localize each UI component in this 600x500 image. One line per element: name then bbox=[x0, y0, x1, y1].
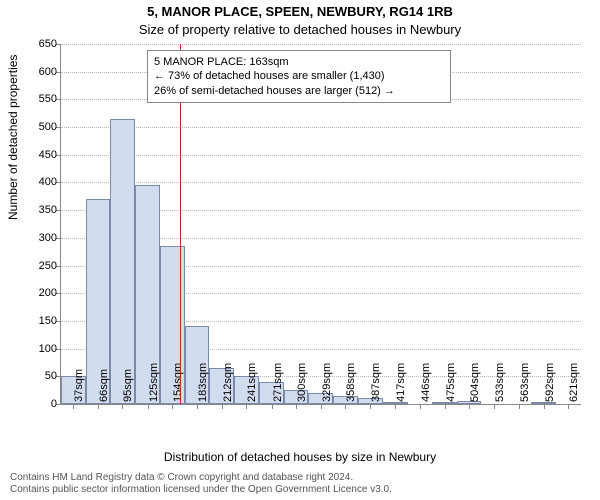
y-tick-label: 650 bbox=[27, 38, 57, 50]
footer-line2: Contains public sector information licen… bbox=[10, 484, 392, 496]
x-tick-label: 37sqm bbox=[73, 369, 85, 402]
x-tick-mark bbox=[568, 404, 569, 409]
gridline bbox=[61, 182, 581, 183]
x-tick-label: 329sqm bbox=[321, 363, 333, 402]
y-tick-label: 250 bbox=[27, 260, 57, 272]
x-tick-mark bbox=[98, 404, 99, 409]
y-tick-label: 200 bbox=[27, 287, 57, 299]
x-tick-label: 154sqm bbox=[172, 363, 184, 402]
callout-box: 5 MANOR PLACE: 163sqm ← 73% of detached … bbox=[147, 50, 451, 103]
callout-line-smaller: ← 73% of detached houses are smaller (1,… bbox=[154, 69, 444, 83]
y-tick-label: 500 bbox=[27, 121, 57, 133]
x-tick-label: 66sqm bbox=[98, 369, 110, 402]
y-tick-label: 50 bbox=[27, 370, 57, 382]
y-tick-label: 550 bbox=[27, 93, 57, 105]
x-tick-mark bbox=[494, 404, 495, 409]
plot-area: 0501001502002503003504004505005506006503… bbox=[60, 44, 581, 405]
x-tick-mark bbox=[345, 404, 346, 409]
y-tick-label: 300 bbox=[27, 232, 57, 244]
x-tick-label: 387sqm bbox=[370, 363, 382, 402]
footer-line1: Contains HM Land Registry data © Crown c… bbox=[10, 472, 392, 484]
callout-line-size: 5 MANOR PLACE: 163sqm bbox=[154, 55, 444, 69]
y-tick-label: 400 bbox=[27, 176, 57, 188]
x-tick-label: 300sqm bbox=[296, 363, 308, 402]
gridline bbox=[61, 155, 581, 156]
x-tick-label: 183sqm bbox=[197, 363, 209, 402]
x-tick-mark bbox=[544, 404, 545, 409]
x-tick-mark bbox=[420, 404, 421, 409]
x-tick-mark bbox=[197, 404, 198, 409]
y-tick-label: 600 bbox=[27, 66, 57, 78]
x-tick-mark bbox=[73, 404, 74, 409]
x-tick-label: 446sqm bbox=[420, 363, 432, 402]
callout-line-larger: 26% of semi-detached houses are larger (… bbox=[154, 84, 444, 98]
x-tick-mark bbox=[222, 404, 223, 409]
gridline bbox=[61, 127, 581, 128]
x-tick-label: 592sqm bbox=[544, 363, 556, 402]
x-tick-mark bbox=[246, 404, 247, 409]
x-tick-label: 271sqm bbox=[272, 363, 284, 402]
x-tick-label: 417sqm bbox=[395, 363, 407, 402]
x-tick-mark bbox=[395, 404, 396, 409]
title-address: 5, MANOR PLACE, SPEEN, NEWBURY, RG14 1RB bbox=[0, 4, 600, 19]
y-tick-label: 150 bbox=[27, 315, 57, 327]
x-tick-mark bbox=[122, 404, 123, 409]
x-tick-mark bbox=[469, 404, 470, 409]
x-tick-mark bbox=[148, 404, 149, 409]
x-tick-label: 621sqm bbox=[568, 363, 580, 402]
y-axis-label: Number of detached properties bbox=[6, 55, 20, 220]
x-tick-mark bbox=[272, 404, 273, 409]
x-tick-label: 125sqm bbox=[148, 363, 160, 402]
x-tick-mark bbox=[519, 404, 520, 409]
footer: Contains HM Land Registry data © Crown c… bbox=[10, 472, 392, 496]
histogram-bar bbox=[110, 119, 135, 404]
x-tick-label: 212sqm bbox=[222, 363, 234, 402]
y-tick-label: 100 bbox=[27, 343, 57, 355]
x-tick-label: 95sqm bbox=[122, 369, 134, 402]
x-tick-mark bbox=[445, 404, 446, 409]
y-tick-label: 450 bbox=[27, 149, 57, 161]
x-tick-label: 241sqm bbox=[246, 363, 258, 402]
x-tick-mark bbox=[321, 404, 322, 409]
figure: 5, MANOR PLACE, SPEEN, NEWBURY, RG14 1RB… bbox=[0, 0, 600, 500]
gridline bbox=[61, 44, 581, 45]
x-tick-mark bbox=[370, 404, 371, 409]
x-tick-label: 475sqm bbox=[445, 363, 457, 402]
title-subtitle: Size of property relative to detached ho… bbox=[0, 22, 600, 37]
x-tick-mark bbox=[296, 404, 297, 409]
x-axis-label: Distribution of detached houses by size … bbox=[0, 450, 600, 464]
x-tick-label: 504sqm bbox=[469, 363, 481, 402]
x-tick-label: 563sqm bbox=[519, 363, 531, 402]
x-tick-label: 358sqm bbox=[345, 363, 357, 402]
y-tick-label: 350 bbox=[27, 204, 57, 216]
y-tick-label: 0 bbox=[27, 398, 57, 410]
x-tick-mark bbox=[172, 404, 173, 409]
x-tick-label: 533sqm bbox=[494, 363, 506, 402]
